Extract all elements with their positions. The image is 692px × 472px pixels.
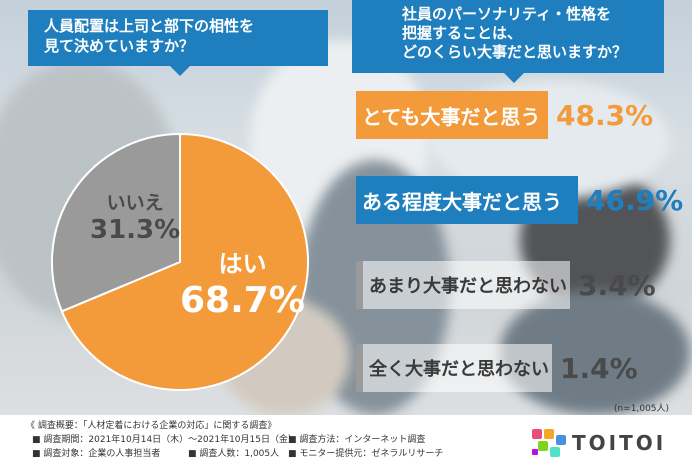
answer-label-not-very-important: あまり大事だと思わない	[356, 261, 570, 309]
bar-question-line-3: どのくらい大事だと思いますか？	[402, 43, 628, 61]
pie-slice-yes	[60, 132, 309, 391]
answer-value-somewhat-important: 46.9%	[586, 183, 684, 217]
bar-question-line-2: 把握することは、	[402, 24, 523, 42]
survey-method: ■ 調査方法：インターネット調査	[288, 435, 426, 445]
pie-question-line-1: 人員配置は上司と部下の相性を	[44, 17, 255, 35]
answer-row-not-important-at-all: 全く大事だと思わない 1.4%	[356, 344, 638, 392]
answer-row-very-important: とても大事だと思う 48.3%	[356, 91, 653, 139]
answer-row-somewhat-important: ある程度大事だと思う 46.9%	[356, 176, 683, 224]
pie-label-no-value: 31.3%	[90, 215, 181, 245]
pie-label-no: いいえ 31.3%	[90, 188, 180, 245]
pie-label-yes-value: 68.7%	[180, 280, 305, 321]
answer-value-not-important-at-all: 1.4%	[560, 351, 638, 385]
bar-question-header: 社員のパーソナリティ・性格を 把握することは、 どのくらい大事だと思いますか？	[352, 0, 664, 83]
survey-count: ■ 調査人数：1,005人	[188, 449, 280, 459]
pie-slice-no	[51, 132, 181, 313]
puzzle-pieces-logo-icon	[532, 429, 566, 457]
survey-period: ■ 調査期間：2021年10月14日（木）〜2021年10月15日（金）	[32, 435, 297, 445]
answer-value-not-very-important: 3.4%	[578, 268, 656, 302]
sample-size-note: (n=1,005人)	[614, 404, 670, 414]
answer-label-very-important: とても大事だと思う	[356, 91, 548, 139]
pie-question-header: 人員配置は上司と部下の相性を 見て決めていますか？	[28, 10, 328, 76]
bar-question-line-1: 社員のパーソナリティ・性格を	[402, 5, 612, 23]
pie-chart	[51, 132, 309, 391]
toitoi-logo: TOITOI	[530, 427, 680, 459]
survey-footer: 《 調査概要：「人材定着における企業の対応」に関する調査》 ■ 調査期間：202…	[0, 415, 692, 472]
survey-provider: ■ モニター提供元：ゼネラルリサーチ	[288, 449, 444, 459]
pie-label-yes: はい 68.7%	[180, 244, 305, 323]
answer-label-not-important-at-all: 全く大事だと思わない	[356, 344, 552, 392]
answer-label-somewhat-important: ある程度大事だと思う	[356, 176, 578, 224]
answer-row-not-very-important: あまり大事だと思わない 3.4%	[356, 261, 656, 309]
pie-question-line-2: 見て決めていますか？	[44, 37, 195, 55]
answer-value-very-important: 48.3%	[556, 98, 654, 132]
survey-target: ■ 調査対象：企業の人事担当者	[32, 449, 161, 459]
survey-title: 《 調査概要：「人材定着における企業の対応」に関する調査》	[26, 421, 277, 431]
pie-label-yes-name: はい	[218, 250, 267, 278]
pie-label-no-name: いいえ	[106, 192, 164, 214]
logo-text: TOITOI	[572, 431, 667, 455]
